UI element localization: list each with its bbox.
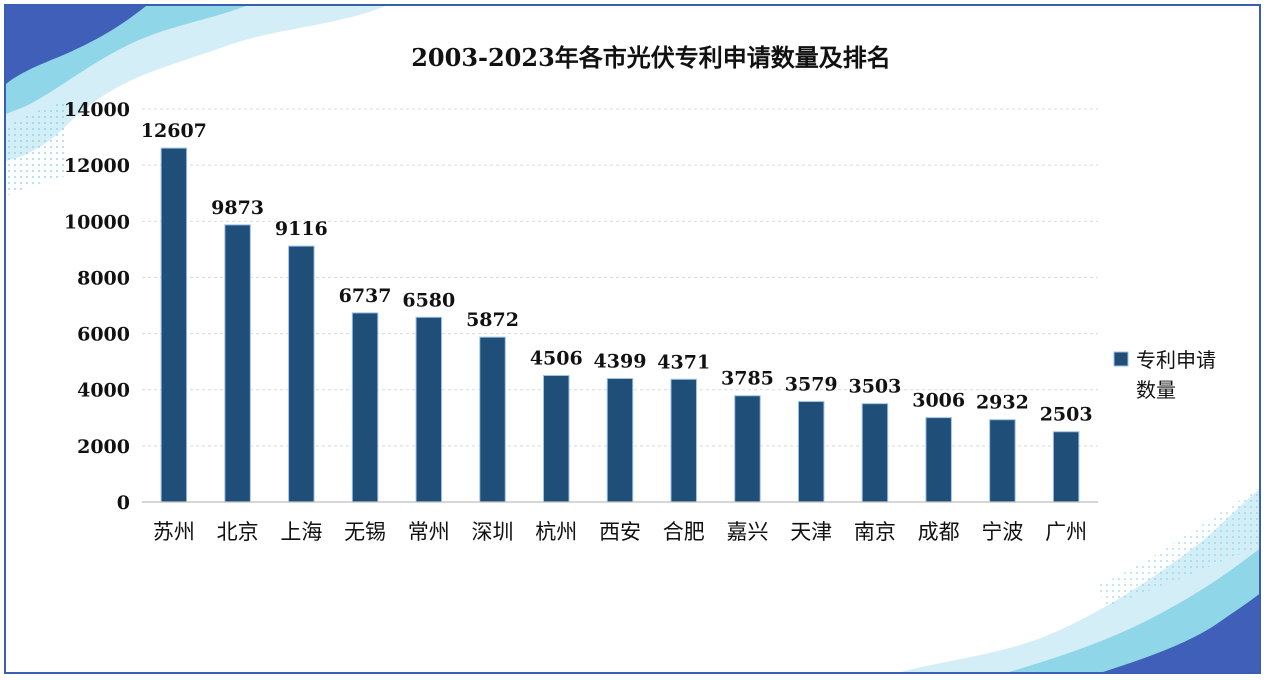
bar-2 xyxy=(288,245,315,503)
y-tick-label: 12000 xyxy=(64,155,130,177)
bar-13 xyxy=(989,419,1016,503)
value-label: 3785 xyxy=(721,368,774,390)
chart-frame: 2003-2023年各市光伏专利申请数量及排名 0 2000 4000 6000 800… xyxy=(4,4,1261,674)
legend-label-line2: 数量 xyxy=(1136,378,1176,402)
top-left-dots xyxy=(6,101,66,196)
x-category-label: 广州 xyxy=(1045,520,1087,544)
value-label: 6737 xyxy=(339,285,392,307)
bottom-right-dots xyxy=(1096,488,1259,606)
value-label: 4399 xyxy=(594,351,647,373)
x-category-label: 合肥 xyxy=(663,520,705,544)
x-category-label: 上海 xyxy=(280,520,322,544)
value-label: 9873 xyxy=(211,197,264,219)
x-category-label: 嘉兴 xyxy=(726,520,768,544)
bar-14 xyxy=(1052,431,1080,503)
bar-8 xyxy=(670,378,697,503)
y-tick-label: 6000 xyxy=(77,324,130,346)
y-tick-label: 8000 xyxy=(77,267,130,289)
value-label: 3503 xyxy=(848,376,901,398)
y-tick-label: 0 xyxy=(117,492,130,514)
legend-label-line1: 专利申请 xyxy=(1136,348,1216,372)
y-tick-label: 2000 xyxy=(77,436,130,458)
legend-swatch xyxy=(1113,351,1129,367)
x-category-label: 西安 xyxy=(599,520,641,544)
value-labels: 12607 9873 9116 6737 6580 5872 4506 4399 4371 378… xyxy=(141,120,1093,426)
value-label: 3006 xyxy=(912,390,965,412)
chart-title: 2003-2023年各市光伏专利申请数量及排名 xyxy=(411,43,891,72)
bar-4 xyxy=(415,316,443,503)
value-label: 3579 xyxy=(785,374,838,396)
bar-9 xyxy=(734,395,761,503)
bar-10 xyxy=(797,401,825,503)
x-category-label: 天津 xyxy=(790,520,832,544)
x-category-label: 宁波 xyxy=(981,520,1023,544)
x-category-label: 成都 xyxy=(918,520,960,544)
bar-11 xyxy=(861,403,889,503)
decorative-waves xyxy=(6,6,1259,672)
bar-7 xyxy=(606,378,634,503)
legend: 专利申请 数量 xyxy=(1113,348,1216,402)
bars xyxy=(160,147,1080,503)
x-category-label: 南京 xyxy=(854,520,896,544)
x-axis: 苏州 北京 上海 无锡 常州 深圳 杭州 西安 合肥 嘉兴 天津 南京 成都 宁波 广州 xyxy=(142,501,1098,544)
x-category-label: 无锡 xyxy=(344,520,386,544)
y-tick-label: 14000 xyxy=(64,99,130,121)
x-category-label: 杭州 xyxy=(535,520,577,544)
x-category-label: 深圳 xyxy=(472,520,514,544)
value-label: 2503 xyxy=(1040,404,1093,426)
value-label: 6580 xyxy=(402,289,455,311)
y-tick-label: 4000 xyxy=(77,380,130,402)
bar-0 xyxy=(160,147,188,503)
value-label: 4371 xyxy=(657,351,710,373)
top-left-dark-wave xyxy=(6,6,146,84)
value-label: 5872 xyxy=(466,309,519,331)
bar-12 xyxy=(925,417,952,503)
bar-5 xyxy=(479,336,506,503)
x-category-label: 常州 xyxy=(408,520,450,544)
bar-1 xyxy=(224,224,251,503)
x-category-label: 苏州 xyxy=(153,520,195,544)
value-label: 12607 xyxy=(141,120,207,142)
bar-6 xyxy=(543,375,570,503)
bottom-right-dark-wave xyxy=(1103,594,1259,672)
value-label: 2932 xyxy=(976,392,1029,414)
y-tick-label: 10000 xyxy=(64,211,130,233)
value-label: 9116 xyxy=(275,218,328,240)
bar-chart: 2003-2023年各市光伏专利申请数量及排名 0 2000 4000 6000 800… xyxy=(64,43,1216,544)
value-label: 4506 xyxy=(530,348,583,370)
x-category-label: 北京 xyxy=(217,520,259,544)
y-axis: 0 2000 4000 6000 8000 10000 12000 14000 xyxy=(64,99,130,514)
bar-3 xyxy=(351,312,379,503)
